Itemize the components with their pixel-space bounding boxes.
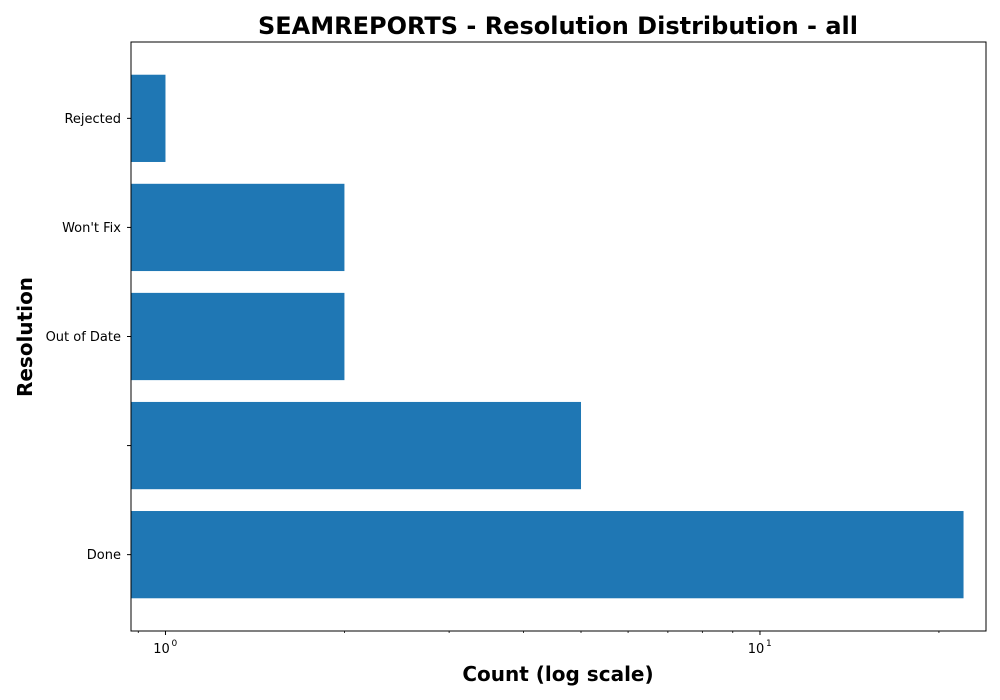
- bar: [131, 401, 582, 490]
- y-tick-label: Done: [87, 548, 121, 563]
- x-tick-label: 10: [748, 642, 765, 657]
- y-tick-label: Out of Date: [46, 330, 121, 345]
- y-axis-label: Resolution: [13, 277, 37, 397]
- y-tick-label: Rejected: [64, 112, 121, 127]
- x-tick-label: 10: [153, 642, 170, 657]
- x-tick-label-exponent: 0: [171, 639, 177, 649]
- chart-title: SEAMREPORTS - Resolution Distribution - …: [258, 12, 858, 40]
- bar: [131, 511, 964, 599]
- y-tick-label: Won't Fix: [62, 221, 121, 236]
- x-axis: 10 0 10 1: [137, 631, 940, 657]
- bar: [131, 74, 166, 162]
- y-axis: Done Out of Date Won't Fix Rejected: [46, 112, 131, 563]
- bar: [131, 292, 345, 381]
- x-axis-label: Count (log scale): [462, 662, 653, 686]
- bar: [131, 183, 345, 272]
- x-tick-label-exponent: 1: [766, 639, 772, 649]
- bars-group: [131, 74, 964, 599]
